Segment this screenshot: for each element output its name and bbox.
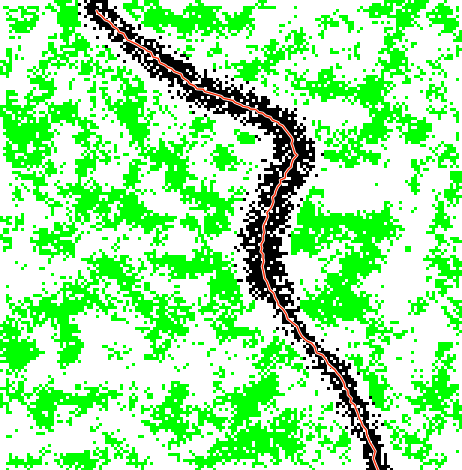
route-path-line	[96, 9, 379, 470]
route-path-layer	[95, 9, 380, 470]
corridor-mask	[78, 0, 393, 470]
dark-corridor-layer	[78, 0, 393, 470]
